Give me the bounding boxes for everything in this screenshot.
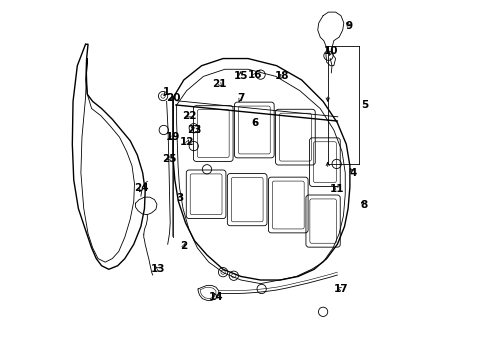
Text: 18: 18 (274, 71, 289, 81)
Text: 16: 16 (247, 69, 262, 80)
Text: 12: 12 (180, 138, 194, 148)
Text: 24: 24 (134, 183, 149, 193)
Text: 23: 23 (187, 125, 202, 135)
Text: 19: 19 (165, 132, 180, 142)
Text: 17: 17 (333, 284, 347, 294)
Text: 13: 13 (150, 264, 165, 274)
Text: 6: 6 (251, 118, 258, 128)
Text: 3: 3 (176, 193, 183, 203)
Text: 21: 21 (212, 78, 226, 89)
Text: 7: 7 (237, 93, 244, 103)
Text: 15: 15 (233, 71, 248, 81)
Text: 2: 2 (180, 241, 187, 251)
Text: 4: 4 (349, 168, 356, 178)
Text: 22: 22 (182, 111, 196, 121)
Text: 20: 20 (165, 93, 180, 103)
Text: 14: 14 (208, 292, 223, 302)
Text: 5: 5 (360, 100, 367, 110)
Text: 10: 10 (324, 46, 338, 57)
Text: 11: 11 (329, 184, 344, 194)
Text: 25: 25 (162, 154, 176, 163)
Text: 8: 8 (360, 200, 367, 210)
Text: 9: 9 (345, 21, 352, 31)
Text: 1: 1 (163, 87, 170, 98)
